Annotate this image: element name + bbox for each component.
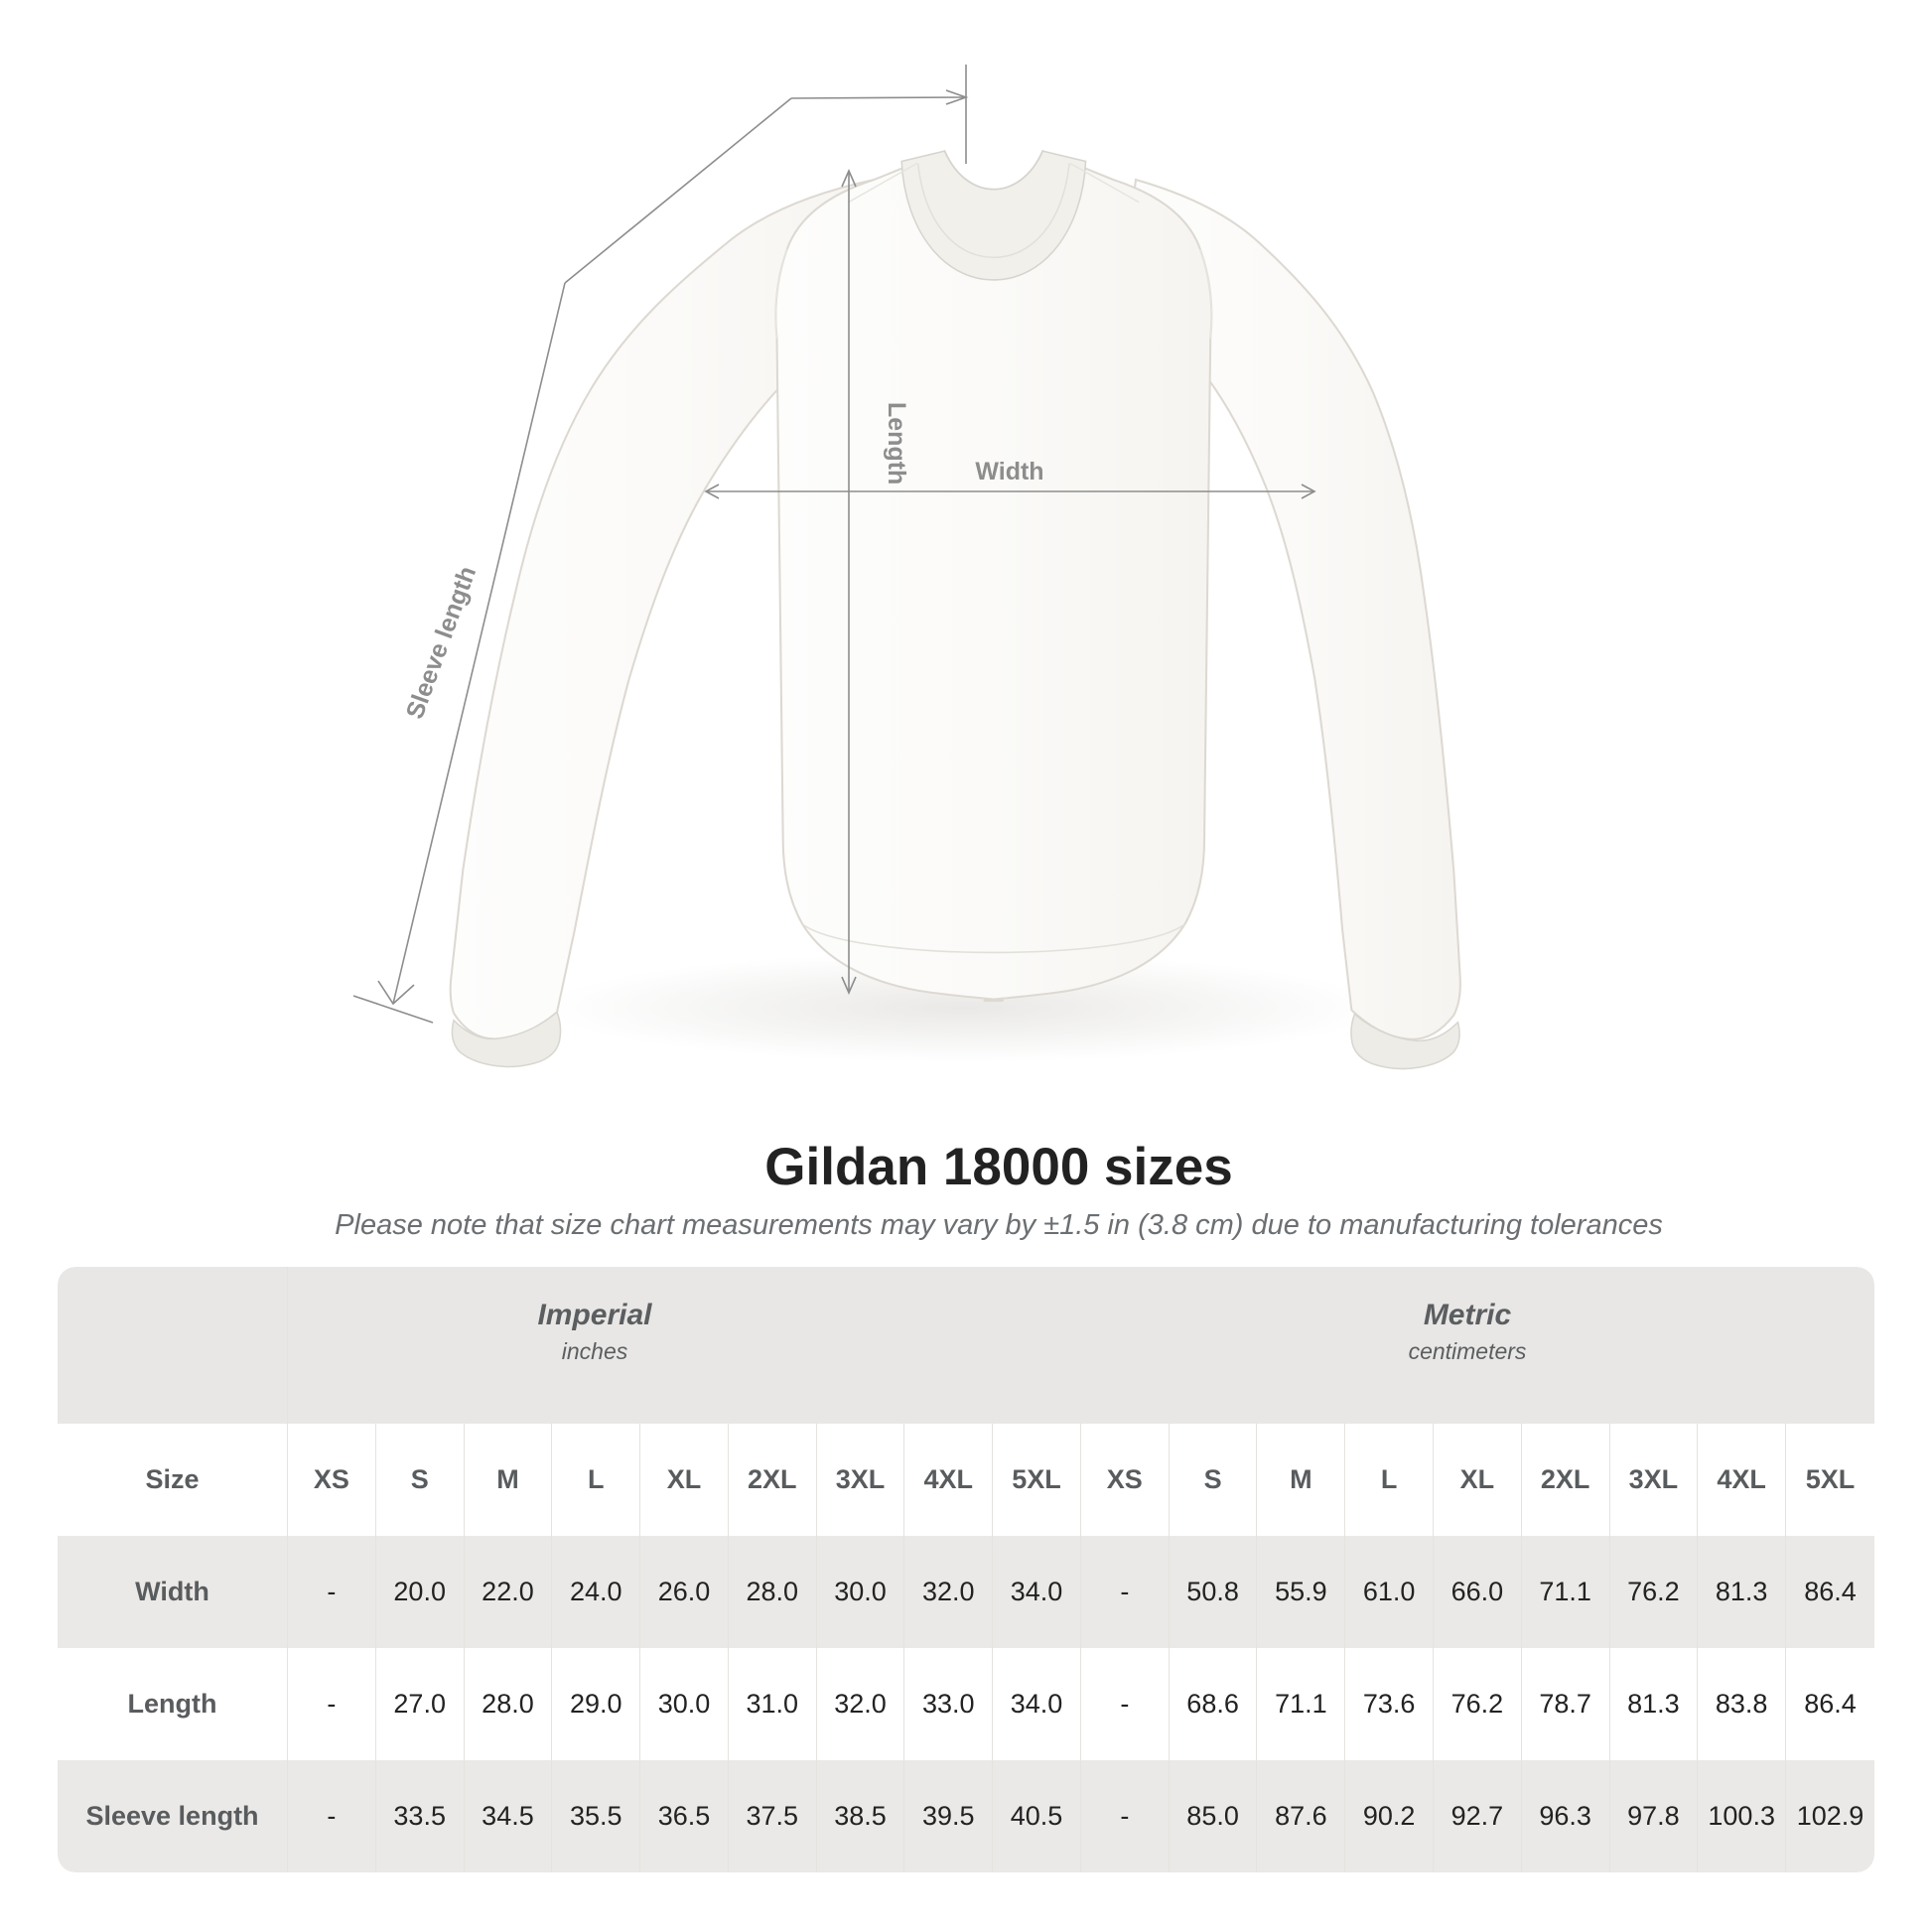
svg-text:Sleeve length: Sleeve length <box>401 563 482 723</box>
svg-text:Length: Length <box>883 402 910 484</box>
svg-text:Width: Width <box>975 458 1043 485</box>
